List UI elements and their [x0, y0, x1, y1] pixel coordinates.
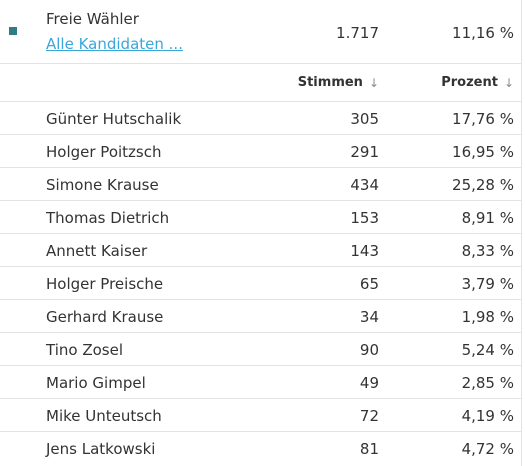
- candidate-name: Mario Gimpel: [46, 374, 146, 392]
- candidate-name: Günter Hutschalik: [46, 110, 182, 128]
- table-row: Jens Latkowski 81 4,72 %: [0, 432, 522, 465]
- candidate-votes: 34: [359, 308, 379, 326]
- table-row: Holger Poitzsch 291 16,95 %: [0, 135, 522, 168]
- candidate-percent: 2,85 %: [461, 374, 514, 392]
- candidate-percent: 3,79 %: [461, 275, 514, 293]
- table-row: Simone Krause 434 25,28 %: [0, 168, 522, 201]
- candidate-percent: 8,33 %: [461, 242, 514, 260]
- party-name: Freie Wähler: [46, 10, 139, 28]
- candidate-name: Simone Krause: [46, 176, 159, 194]
- candidate-votes: 143: [350, 242, 379, 260]
- table-header: Stimmen ↓ Prozent ↓: [0, 64, 522, 102]
- candidate-percent: 8,91 %: [461, 209, 514, 227]
- party-summary-row: Freie Wähler Alle Kandidaten ... 1.717 1…: [0, 0, 522, 64]
- table-row: Mario Gimpel 49 2,85 %: [0, 366, 522, 399]
- candidate-name: Mike Unteutsch: [46, 407, 162, 425]
- candidate-percent: 5,24 %: [461, 341, 514, 359]
- candidate-votes: 49: [359, 374, 379, 392]
- table-row: Holger Preische 65 3,79 %: [0, 267, 522, 300]
- candidate-name: Tino Zosel: [46, 341, 123, 359]
- table-row: Annett Kaiser 143 8,33 %: [0, 234, 522, 267]
- candidate-percent: 4,72 %: [461, 440, 514, 458]
- column-header-percent-label: Prozent: [441, 75, 498, 90]
- candidate-votes: 153: [350, 209, 379, 227]
- candidate-percent: 16,95 %: [452, 143, 514, 161]
- table-row: Günter Hutschalik 305 17,76 %: [0, 102, 522, 135]
- candidate-name: Thomas Dietrich: [46, 209, 170, 227]
- candidate-name: Holger Poitzsch: [46, 143, 162, 161]
- party-color-marker: [9, 27, 17, 35]
- table-row: Tino Zosel 90 5,24 %: [0, 333, 522, 366]
- arrow-down-icon: ↓: [368, 75, 379, 90]
- candidate-votes: 65: [359, 275, 379, 293]
- all-candidates-link[interactable]: Alle Kandidaten ...: [46, 35, 183, 53]
- party-percent: 11,16 %: [452, 24, 514, 42]
- candidate-votes: 90: [359, 341, 379, 359]
- candidate-percent: 17,76 %: [452, 110, 514, 128]
- candidate-name: Holger Preische: [46, 275, 164, 293]
- candidate-percent: 1,98 %: [461, 308, 514, 326]
- candidate-votes: 291: [350, 143, 379, 161]
- candidate-votes: 305: [350, 110, 379, 128]
- column-header-percent[interactable]: Prozent ↓: [441, 75, 514, 90]
- candidate-name: Jens Latkowski: [46, 440, 156, 458]
- candidate-votes: 434: [350, 176, 379, 194]
- table-row: Thomas Dietrich 153 8,91 %: [0, 201, 522, 234]
- column-header-votes[interactable]: Stimmen ↓: [298, 75, 379, 90]
- arrow-down-icon: ↓: [503, 75, 514, 90]
- table-row: Gerhard Krause 34 1,98 %: [0, 300, 522, 333]
- candidate-list: Günter Hutschalik 305 17,76 % Holger Poitzs…: [0, 102, 522, 465]
- candidate-votes: 72: [359, 407, 379, 425]
- column-header-votes-label: Stimmen: [297, 75, 363, 90]
- candidate-votes: 81: [359, 440, 379, 458]
- table-row: Mike Unteutsch 72 4,19 %: [0, 399, 522, 432]
- candidate-percent: 25,28 %: [452, 176, 514, 194]
- candidate-percent: 4,19 %: [461, 407, 514, 425]
- party-votes: 1.717: [336, 24, 379, 42]
- candidate-name: Gerhard Krause: [46, 308, 164, 326]
- candidate-name: Annett Kaiser: [46, 242, 148, 260]
